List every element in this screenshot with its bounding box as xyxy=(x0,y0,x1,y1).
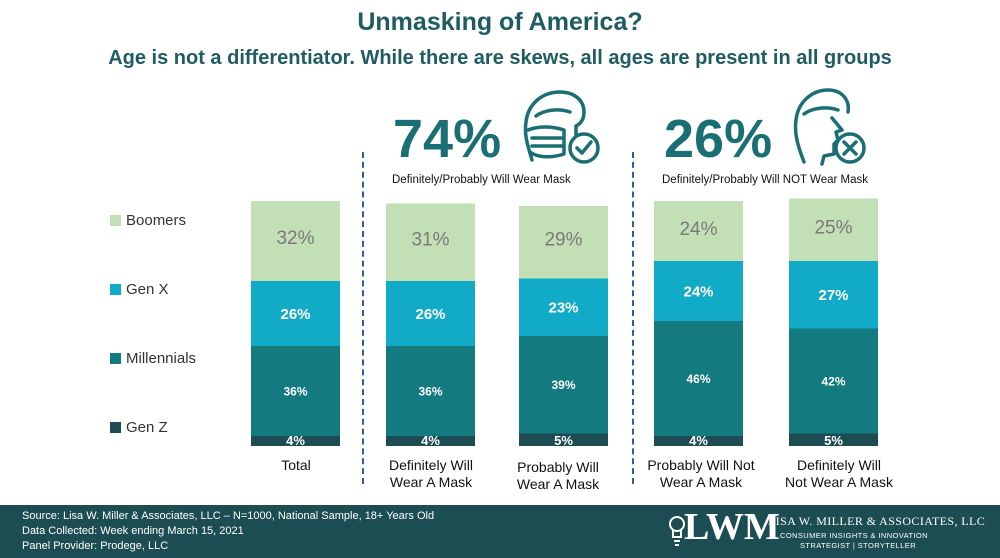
bar-segment-gen-z xyxy=(386,436,475,446)
bar-segment-boomers xyxy=(519,206,608,279)
chart-subtitle: Age is not a differentiator. While there… xyxy=(108,47,892,69)
not-wear-mask-percent: 26% xyxy=(664,109,773,169)
footer-panel-provider: Panel Provider: Prodege, LLC xyxy=(22,540,169,552)
category-label-total: Total xyxy=(226,457,366,474)
legend-swatch xyxy=(110,422,121,433)
category-label-line: Total xyxy=(281,457,311,473)
bar-segment-gen-z xyxy=(654,436,743,446)
data-label-gen-x: 26% xyxy=(280,306,310,323)
footer: Source: Lisa W. Miller & Associates, LLC… xyxy=(0,505,1000,558)
category-label-line: Wear A Mask xyxy=(516,475,600,492)
bar-segment-gen-x xyxy=(654,261,743,321)
bar-segment-gen-z xyxy=(789,433,878,446)
company-logo: LWM xyxy=(684,506,780,548)
bar-segment-boomers xyxy=(251,201,340,281)
wear-mask-label: Definitely/Probably Will Wear Mask xyxy=(392,174,571,186)
bar-segment-gen-x xyxy=(789,261,878,329)
category-label-line: Probably Will xyxy=(517,459,599,475)
bar-segment-gen-z xyxy=(251,436,340,446)
wear-mask-percent: 74% xyxy=(393,109,502,169)
category-label-definitely-will-not: Definitely Will Not Wear A Mask xyxy=(769,457,909,491)
legend-label: Boomers xyxy=(126,212,187,229)
data-label-boomers: 29% xyxy=(544,230,582,251)
stacked-bar-chart: 4% 36% 26% 32% 4% 36% 26% 31% 5% 39% 23% 29% 4% 46% 24… xyxy=(251,198,878,448)
legend-label: Gen X xyxy=(126,281,169,298)
company-name: LISA W. MILLER & ASSOCIATES, LLC xyxy=(768,514,986,528)
data-label-millennials: 36% xyxy=(418,384,442,398)
legend-label: Millennials xyxy=(126,350,197,367)
footer-data-collected: Data Collected: Week ending March 15, 20… xyxy=(22,525,244,537)
data-label-gen-x: 23% xyxy=(548,300,578,317)
bar-segment-millennials xyxy=(654,321,743,436)
data-label-gen-z: 5% xyxy=(824,433,843,448)
data-label-gen-z: 4% xyxy=(421,433,440,448)
bar-segment-gen-x xyxy=(251,281,340,346)
bar-segment-boomers xyxy=(789,198,878,261)
category-label-line: Wear A Mask xyxy=(389,473,473,490)
data-label-millennials: 36% xyxy=(283,384,307,398)
data-label-gen-x: 27% xyxy=(818,287,848,304)
bar-segment-millennials xyxy=(789,328,878,434)
data-label-gen-x: 24% xyxy=(683,283,713,300)
group-divider-left xyxy=(362,152,364,484)
unmasked-face-x-icon xyxy=(793,88,866,166)
data-label-boomers: 25% xyxy=(814,218,852,239)
masked-face-check-icon xyxy=(523,90,600,164)
bar-segment-boomers xyxy=(654,201,743,261)
bar-segment-gen-z xyxy=(519,433,608,446)
data-label-millennials: 46% xyxy=(686,372,710,386)
category-label-definitely-will: Definitely Will Wear A Mask xyxy=(361,457,501,491)
bar-segment-millennials xyxy=(386,346,475,436)
category-label-line: Definitely Will xyxy=(796,457,881,473)
bar-segment-millennials xyxy=(251,346,340,436)
data-label-gen-z: 5% xyxy=(554,433,573,448)
legend-item-millennials: Millennials xyxy=(110,350,196,367)
legend-label: Gen Z xyxy=(126,419,168,436)
data-label-boomers: 24% xyxy=(679,219,717,240)
data-label-boomers: 32% xyxy=(276,228,314,249)
data-label-millennials: 42% xyxy=(821,374,845,388)
legend-item-gen-x: Gen X xyxy=(110,281,169,298)
data-label-gen-z: 4% xyxy=(689,433,708,448)
category-label-probably-will: Probably Will Wear A Mask xyxy=(488,459,628,493)
group-divider-right xyxy=(632,152,634,484)
category-label-line: Wear A Mask xyxy=(659,473,743,490)
not-wear-mask-label: Definitely/Probably Will NOT Wear Mask xyxy=(662,174,868,186)
legend-swatch xyxy=(110,284,121,295)
legend-item-boomers: Boomers xyxy=(110,212,186,229)
category-label-line: Probably Will Not xyxy=(647,457,755,473)
legend-swatch xyxy=(110,215,121,226)
category-label-line: Definitely Will xyxy=(388,457,473,473)
legend-swatch xyxy=(110,353,121,364)
company-tagline-1: CONSUMER INSIGHTS & INNOVATION xyxy=(780,531,928,540)
category-label-line: Not Wear A Mask xyxy=(785,473,893,490)
data-label-gen-z: 4% xyxy=(286,433,305,448)
footer-source: Source: Lisa W. Miller & Associates, LLC… xyxy=(22,510,435,522)
company-tagline-2: STRATEGIST | STORYTELLER xyxy=(800,541,917,550)
chart-title: Unmasking of America? xyxy=(357,8,643,36)
bar-segment-boomers xyxy=(386,203,475,281)
lightbulb-icon xyxy=(669,516,685,546)
bar-segment-gen-x xyxy=(519,278,608,336)
data-label-gen-x: 26% xyxy=(415,306,445,323)
category-label-probably-will-not: Probably Will Not Wear A Mask xyxy=(631,457,771,491)
bar-segment-millennials xyxy=(519,336,608,434)
data-label-millennials: 39% xyxy=(551,378,575,392)
data-label-boomers: 31% xyxy=(411,229,449,250)
bar-segment-gen-x xyxy=(386,281,475,346)
legend-item-gen-z: Gen Z xyxy=(110,419,168,436)
